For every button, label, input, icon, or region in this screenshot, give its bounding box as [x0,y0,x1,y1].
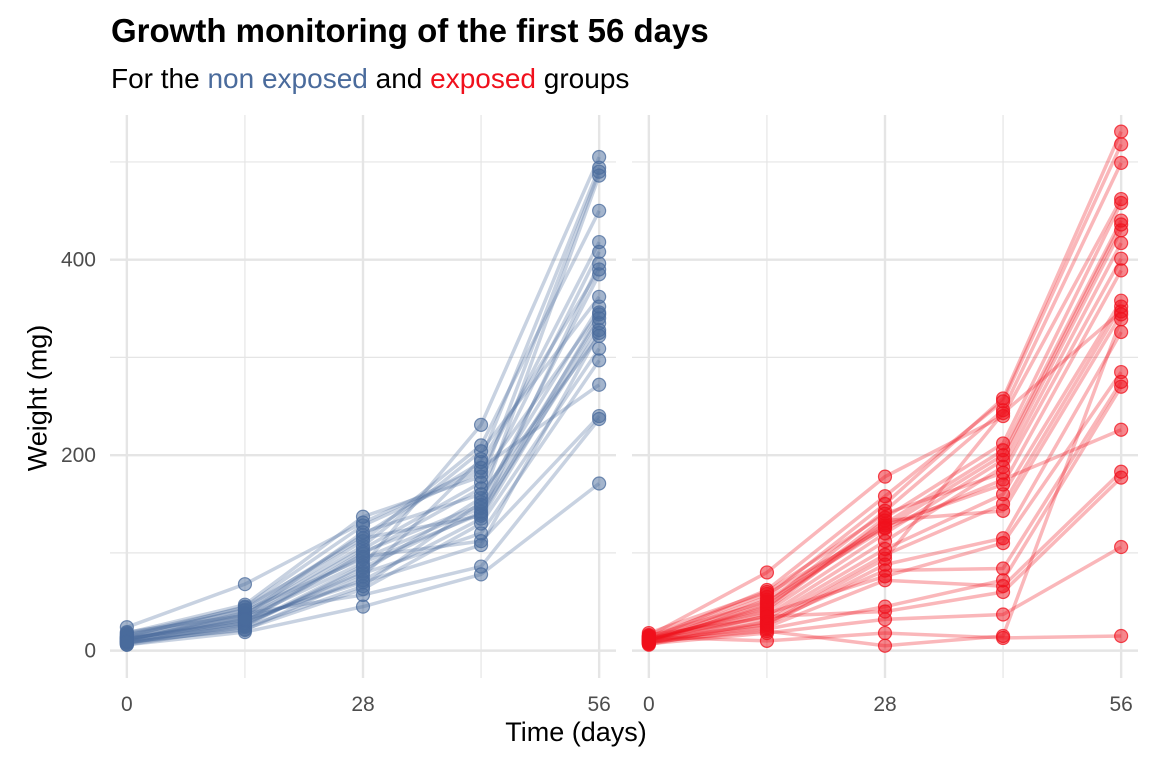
x-tick-label: 0 [643,693,655,716]
data-point [877,521,893,536]
data-point [355,599,371,614]
y-tick-label: 0 [84,640,96,663]
subtitle-exposed: exposed [430,63,536,94]
data-point [592,353,607,368]
subtitle-prefix: For the [111,63,208,94]
y-tick-label: 200 [61,444,96,467]
data-point [355,575,371,590]
y-tick-label: 400 [61,249,96,272]
data-point [237,612,253,627]
x-tick-label: 56 [1109,693,1132,716]
x-tick-label: 56 [587,693,610,716]
data-point [877,551,893,566]
chart-title: Growth monitoring of the first 56 days [111,12,709,49]
data-point [995,406,1011,421]
data-point [1114,628,1129,644]
y-axis-title: Weight (mg) [22,324,53,472]
data-point [877,625,893,641]
x-tick-label: 28 [873,693,896,716]
data-point [592,325,607,341]
data-point [877,573,893,588]
data-point [237,600,253,615]
data-point [473,567,489,582]
data-point [473,444,489,459]
data-point [355,587,371,603]
data-point [1114,235,1129,251]
x-tick-label: 0 [121,693,133,716]
data-point [355,531,371,546]
data-point [355,544,371,560]
data-point [592,267,607,282]
data-point [473,460,489,475]
x-tick-label: 28 [351,693,374,716]
data-point [1114,539,1129,555]
data-point [473,508,489,523]
data-point [1114,470,1129,485]
data-point [1114,324,1129,340]
subtitle-non-exposed: non exposed [207,63,368,94]
x-axis-title: Time (days) [505,717,647,747]
chart-subtitle: For the non exposed and exposed groups [111,63,629,95]
data-point [237,577,253,592]
data-point [592,168,607,183]
data-point [1114,251,1129,266]
data-point [759,594,775,609]
data-point [995,607,1011,622]
data-point [592,203,607,218]
data-point [995,503,1011,518]
data-point [877,638,893,653]
data-point [592,307,607,322]
data-point [995,561,1011,576]
data-point [1114,422,1129,437]
data-point [995,536,1011,551]
data-point [1114,155,1129,170]
data-point [1114,379,1129,394]
data-point [877,469,893,484]
data-point [995,472,1011,487]
data-point [1114,263,1129,278]
data-point [592,377,607,392]
data-point [877,489,893,504]
data-point [995,628,1011,644]
data-point [995,584,1011,600]
data-point [473,537,489,553]
data-point [1114,137,1129,152]
data-point [1114,223,1129,238]
data-point [759,617,775,632]
data-point [641,632,656,647]
data-point [592,244,607,259]
data-point [1114,304,1129,319]
data-point [473,417,489,432]
data-point [592,476,607,491]
data-point [592,411,607,427]
subtitle-middle: and [367,63,431,94]
data-point [592,341,607,356]
data-point [1114,195,1129,211]
subtitle-suffix: groups [536,63,630,94]
data-point [759,565,775,580]
data-point [877,612,893,627]
data-point [355,515,371,530]
data-point [119,634,134,649]
data-point [1114,124,1129,139]
